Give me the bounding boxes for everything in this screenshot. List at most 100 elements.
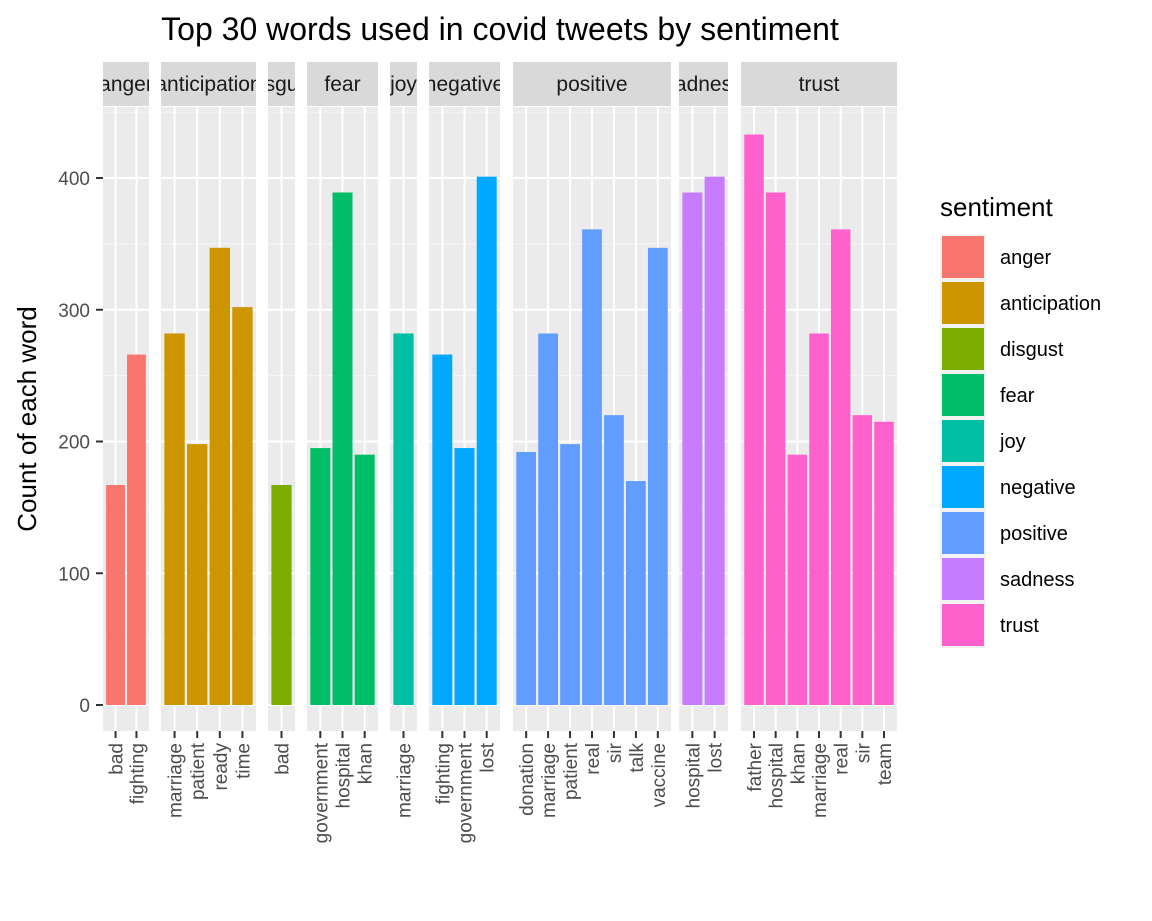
bar-positive-real	[582, 229, 602, 705]
bar-trust-hospital	[765, 192, 786, 705]
legend-label-trust: trust	[1000, 615, 1039, 637]
x-tick-label: fighting	[127, 743, 148, 804]
legend-title: sentiment	[940, 192, 1053, 222]
x-tick-label: ready	[211, 743, 232, 791]
legend-key-negative	[942, 466, 984, 508]
x-tick-label: team	[875, 743, 896, 785]
x-tick-label: donation	[517, 743, 538, 816]
x-tick-label: bad	[107, 743, 128, 775]
strip-label-joy: joy	[389, 73, 417, 96]
x-tick-label: vaccine	[649, 743, 670, 807]
x-tick-label: marriage	[166, 743, 187, 818]
bar-trust-father	[744, 134, 764, 705]
bar-negative-lost	[476, 176, 497, 705]
x-tick-label: real	[583, 743, 604, 775]
legend-label-fear: fear	[1000, 385, 1035, 407]
x-tick-label: bad	[273, 743, 294, 775]
bar-sadness-lost	[704, 176, 725, 705]
bar-anticipation-ready	[209, 247, 230, 705]
x-tick-label: khan	[356, 743, 377, 784]
facet-sadness: hospital lost sadness	[679, 62, 728, 809]
bar-anger-fighting	[127, 354, 146, 705]
legend-item-trust: trust	[940, 602, 1039, 648]
x-tick-label: hospital	[767, 743, 788, 809]
legend-item-positive: positive	[940, 510, 1068, 556]
y-tick-label: 0	[79, 696, 90, 717]
legend-items: anger anticipation disgust fear joy negative p…	[940, 234, 1101, 648]
bar-anticipation-time	[232, 307, 253, 705]
legend-item-joy: joy	[940, 418, 1026, 464]
legend-key-trust	[942, 604, 984, 646]
legend-item-disgust: disgust	[940, 326, 1064, 372]
legend-key-anger	[942, 236, 984, 278]
y-tick-label: 200	[58, 433, 90, 454]
legend-key-joy	[942, 420, 984, 462]
x-tick-label: marriage	[395, 743, 416, 818]
bar-fear-government	[310, 448, 331, 705]
legend-key-sadness	[942, 558, 984, 600]
bar-positive-patient	[560, 444, 580, 705]
bar-trust-sir	[852, 415, 873, 705]
legend-label-negative: negative	[1000, 477, 1076, 499]
legend-item-sadness: sadness	[940, 556, 1075, 602]
legend-item-fear: fear	[940, 372, 1035, 418]
legend-label-positive: positive	[1000, 523, 1068, 545]
x-tick-label: khan	[788, 743, 809, 784]
legend-item-anticipation: anticipation	[940, 280, 1101, 326]
x-tick-label: talk	[627, 743, 648, 773]
bar-positive-talk	[626, 481, 646, 705]
bar-sadness-hospital	[682, 192, 703, 705]
bar-fear-hospital	[332, 192, 353, 705]
facet-anticipation: marriage patient ready time anticipation	[161, 62, 256, 818]
y-tick-label: 100	[58, 564, 90, 585]
x-tick-label: fighting	[433, 743, 454, 804]
bar-fear-khan	[354, 454, 375, 705]
strip-fear	[307, 62, 378, 106]
x-tick-label: patient	[561, 742, 582, 800]
bar-positive-donation	[516, 452, 537, 705]
bar-anger-bad	[106, 484, 125, 705]
strip-anger	[103, 62, 149, 106]
legend-key-anticipation	[942, 282, 984, 324]
strip-label-anger: anger	[99, 73, 153, 96]
x-tick-label: father	[745, 742, 766, 791]
strip-trust	[741, 62, 897, 106]
bar-trust-marriage	[809, 333, 829, 705]
strip-positive	[513, 62, 671, 106]
x-tick-label: time	[233, 743, 254, 779]
bar-negative-fighting	[432, 354, 453, 705]
bar-trust-team	[874, 421, 894, 705]
legend-key-disgust	[942, 328, 984, 370]
legend-key-fear	[942, 374, 984, 416]
bar-trust-real	[830, 229, 851, 705]
legend-label-disgust: disgust	[1000, 339, 1064, 361]
bar-trust-khan	[787, 454, 808, 705]
legend-item-negative: negative	[940, 464, 1076, 510]
chart-title: Top 30 words used in covid tweets by sen…	[161, 11, 839, 47]
facet-anger: bad fighting anger	[99, 62, 153, 804]
x-tick-label: lost	[478, 742, 499, 772]
facet-positive: donation marriage patient real sir talk vaccin…	[513, 62, 671, 818]
legend-label-joy: joy	[999, 431, 1026, 453]
x-tick-label: lost	[706, 742, 727, 772]
y-axis: 0 100 200 300 400	[58, 169, 103, 717]
x-tick-label: patient	[188, 742, 209, 800]
strip-anticipation	[161, 62, 256, 106]
legend-label-anger: anger	[1000, 247, 1051, 269]
bar-positive-sir	[604, 415, 624, 705]
x-tick-label: hospital	[683, 743, 704, 809]
facet-joy: marriage joy	[389, 62, 417, 818]
strip-label-negative: negative	[425, 73, 504, 96]
strip-sadness	[679, 62, 728, 106]
strip-label-positive: positive	[556, 73, 627, 96]
bar-anticipation-patient	[187, 444, 208, 705]
x-tick-label: sir	[853, 742, 874, 763]
legend-item-anger: anger	[940, 234, 1051, 280]
legend-label-anticipation: anticipation	[1000, 293, 1101, 315]
x-tick-label: sir	[605, 742, 626, 763]
strip-label-fear: fear	[324, 73, 360, 96]
x-tick-label: marriage	[539, 743, 560, 818]
strip-joy	[390, 62, 417, 106]
y-tick-label: 300	[58, 301, 90, 322]
